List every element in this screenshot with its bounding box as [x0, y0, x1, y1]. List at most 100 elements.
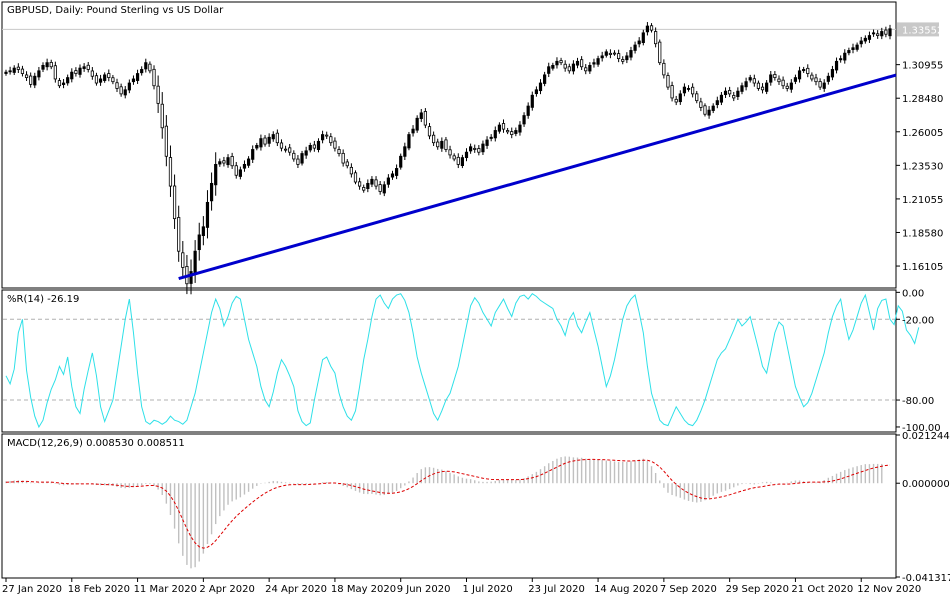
candle	[267, 133, 271, 147]
macd-tick-label: -0.041317	[902, 573, 950, 584]
candle	[275, 129, 279, 147]
candle	[728, 86, 732, 98]
candle	[740, 82, 744, 95]
candle	[518, 121, 522, 136]
candle	[152, 65, 156, 90]
candle	[399, 153, 403, 170]
candle	[119, 83, 123, 97]
support-trendline[interactable]	[178, 73, 897, 281]
candle	[699, 97, 703, 112]
current-price-label: 1.33552	[902, 25, 943, 36]
candle	[86, 61, 90, 73]
candle	[785, 82, 789, 92]
williams-tick-label: -20.00	[902, 315, 934, 326]
williams-tick-label: 0.00	[902, 288, 924, 299]
candle	[127, 79, 131, 94]
candle	[436, 138, 440, 150]
candle	[686, 85, 691, 92]
candle	[432, 131, 436, 147]
candle	[526, 102, 530, 119]
candle	[107, 69, 111, 82]
candle	[802, 66, 806, 73]
candle	[337, 146, 341, 157]
candle	[74, 67, 78, 77]
candle	[460, 154, 464, 169]
candle	[234, 161, 238, 179]
candle	[637, 37, 641, 48]
candle	[752, 74, 756, 87]
candle	[320, 130, 325, 144]
candle	[53, 61, 57, 83]
candle	[481, 140, 485, 155]
candle	[300, 150, 304, 166]
date-tick-label: 23 Jul 2020	[528, 584, 585, 595]
candle	[592, 58, 596, 68]
candle	[292, 150, 296, 162]
candle	[308, 142, 312, 153]
candle	[49, 59, 53, 70]
macd-pane[interactable]	[1, 433, 897, 579]
candle	[189, 259, 193, 295]
price-pane[interactable]	[1, 1, 897, 289]
candle	[534, 86, 539, 97]
candle	[617, 49, 621, 63]
candle	[70, 68, 74, 83]
candle	[719, 92, 724, 106]
candle	[818, 78, 822, 90]
candle	[748, 74, 752, 83]
candle	[600, 51, 604, 62]
candle	[271, 131, 275, 142]
candle	[888, 24, 892, 40]
candle	[57, 77, 62, 89]
candle	[793, 74, 798, 85]
candle	[160, 92, 164, 139]
candle	[411, 125, 415, 137]
candle	[839, 55, 843, 63]
candle	[209, 172, 214, 211]
candle	[427, 122, 432, 140]
candle	[452, 153, 456, 162]
trendline-layer[interactable]	[178, 73, 897, 281]
candle	[584, 64, 588, 75]
candle	[604, 49, 608, 58]
date-tick-label: 12 Nov 2020	[857, 584, 921, 595]
candle	[140, 66, 144, 76]
williams-pane[interactable]	[1, 289, 897, 433]
candle	[366, 179, 370, 193]
price-tick-label: 1.26005	[902, 128, 943, 139]
candle	[111, 74, 115, 85]
candle	[41, 62, 45, 73]
candle	[168, 145, 173, 197]
candle	[830, 65, 835, 81]
candle	[736, 87, 740, 101]
candle	[66, 74, 70, 86]
candle	[131, 75, 136, 85]
price-tick-label: 1.18580	[902, 228, 943, 239]
candle	[715, 96, 719, 109]
price-tick-label: 1.30955	[902, 61, 943, 72]
candle	[390, 170, 395, 180]
candle	[477, 145, 481, 156]
candle	[777, 75, 781, 85]
williams-r-line	[5, 293, 920, 429]
candle	[181, 241, 185, 279]
date-tick-label: 27 Jan 2020	[2, 584, 62, 595]
candle	[547, 62, 551, 78]
candle	[732, 91, 736, 102]
candle	[440, 137, 444, 152]
candle	[612, 50, 617, 56]
candle	[695, 90, 699, 104]
candle	[230, 152, 234, 169]
candle	[645, 22, 650, 36]
candle	[349, 163, 353, 178]
candle	[123, 86, 127, 99]
candle	[12, 65, 16, 76]
candle	[464, 148, 469, 162]
candle	[797, 66, 802, 83]
candle	[362, 184, 366, 193]
candle	[744, 77, 748, 91]
candle	[760, 83, 765, 94]
candle	[469, 143, 473, 154]
candle	[312, 140, 316, 152]
